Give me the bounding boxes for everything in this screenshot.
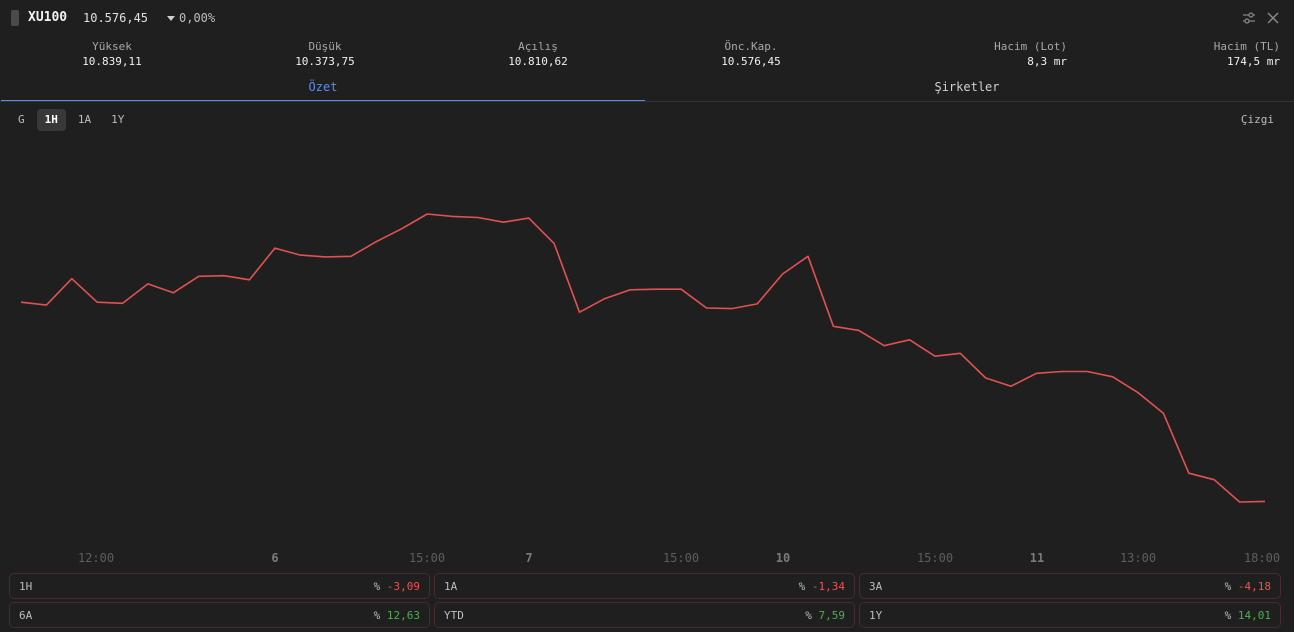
perf-percent-sign: % bbox=[1224, 579, 1232, 593]
price-change: 0,00% bbox=[167, 11, 215, 25]
perf-cell-6m: 6A % 12,63 bbox=[9, 602, 430, 628]
period-month[interactable]: 1A bbox=[77, 113, 92, 126]
perf-cell-1w: 1H % -3,09 bbox=[9, 573, 430, 599]
settings-sliders-icon[interactable] bbox=[1241, 10, 1257, 26]
close-icon[interactable] bbox=[1265, 10, 1281, 26]
stat-volume-lot: Hacim (Lot) 8,3 mr bbox=[957, 40, 1067, 69]
perf-percent-sign: % bbox=[373, 579, 381, 593]
stat-value: 10.810,62 bbox=[508, 55, 568, 68]
period-week[interactable]: 1H bbox=[36, 109, 66, 131]
perf-percent-sign: % bbox=[1224, 608, 1232, 622]
perf-value: -1,34 bbox=[811, 579, 845, 593]
tab-companies[interactable]: Şirketler bbox=[934, 80, 1000, 94]
stat-value: 10.576,45 bbox=[721, 55, 781, 68]
stat-label: Yüksek bbox=[92, 40, 132, 53]
stat-label: Önc.Kap. bbox=[724, 40, 778, 53]
stat-low: Düşük 10.373,75 bbox=[275, 40, 375, 69]
stat-label: Hacim (TL) bbox=[1213, 40, 1280, 53]
period-year[interactable]: 1Y bbox=[111, 113, 125, 126]
price-change-value: 0,00% bbox=[179, 11, 216, 25]
performance-row: 6A % 12,63 YTD % 7,59 1Y % 14,01 bbox=[9, 602, 1285, 628]
perf-percent-sign: % bbox=[373, 608, 381, 622]
perf-value: -3,09 bbox=[386, 579, 420, 593]
stat-value: 10.373,75 bbox=[295, 55, 355, 68]
perf-label: 1A bbox=[444, 579, 458, 593]
last-price: 10.576,45 bbox=[83, 11, 149, 25]
chart-type-toggle[interactable]: Çizgi bbox=[1240, 113, 1274, 126]
drag-handle[interactable] bbox=[11, 10, 19, 26]
perf-label: 6A bbox=[19, 608, 33, 622]
perf-label: 1H bbox=[19, 579, 33, 593]
perf-value: 7,59 bbox=[818, 608, 846, 622]
x-tick-label: 15:00 bbox=[409, 551, 445, 565]
symbol-label: XU100 bbox=[28, 10, 68, 25]
performance-grid: 1H % -3,09 1A % -1,34 3A % -4,18 6A % 12… bbox=[9, 573, 1285, 631]
perf-value: 12,63 bbox=[386, 608, 420, 622]
perf-percent-sign: % bbox=[805, 608, 812, 622]
stat-open: Açılış 10.810,62 bbox=[488, 40, 588, 69]
x-tick-label: 6 bbox=[271, 551, 278, 565]
perf-label: YTD bbox=[444, 608, 464, 622]
perf-label: 3A bbox=[869, 579, 883, 593]
perf-cell-ytd: YTD % 7,59 bbox=[434, 602, 855, 628]
x-tick-label: 11 bbox=[1030, 551, 1044, 565]
caret-down-icon bbox=[167, 15, 175, 21]
stat-high: Yüksek 10.839,11 bbox=[62, 40, 162, 69]
period-day[interactable]: G bbox=[18, 113, 25, 126]
stat-value: 8,3 mr bbox=[1027, 55, 1067, 68]
title-bar: XU100 10.576,45 0,00% bbox=[0, 0, 1294, 36]
perf-label: 1Y bbox=[869, 608, 883, 622]
x-tick-label: 13:00 bbox=[1120, 551, 1156, 565]
x-tick-label: 18:00 bbox=[1244, 551, 1280, 565]
perf-cell-1y: 1Y % 14,01 bbox=[859, 602, 1281, 628]
x-tick-label: 15:00 bbox=[917, 551, 953, 565]
perf-cell-3m: 3A % -4,18 bbox=[859, 573, 1281, 599]
stat-value: 174,5 mr bbox=[1227, 55, 1280, 68]
stats-row: Yüksek 10.839,11 Düşük 10.373,75 Açılış … bbox=[0, 40, 1294, 74]
stat-prev-close: Önc.Kap. 10.576,45 bbox=[701, 40, 801, 69]
stat-volume-tl: Hacim (TL) 174,5 mr bbox=[1170, 40, 1280, 69]
perf-percent-sign: % bbox=[798, 579, 806, 593]
performance-row: 1H % -3,09 1A % -1,34 3A % -4,18 bbox=[9, 573, 1285, 599]
period-selector: G 1H 1A 1Y bbox=[10, 109, 132, 131]
price-series-line bbox=[20, 213, 1266, 503]
stat-label: Hacim (Lot) bbox=[994, 40, 1067, 53]
tab-bar: Özet Şirketler bbox=[0, 78, 1294, 102]
stat-label: Açılış bbox=[518, 40, 558, 53]
perf-cell-1m: 1A % -1,34 bbox=[434, 573, 855, 599]
x-tick-label: 7 bbox=[525, 551, 532, 565]
perf-value: 14,01 bbox=[1237, 608, 1271, 622]
stat-value: 10.839,11 bbox=[82, 55, 142, 68]
stat-label: Düşük bbox=[308, 40, 342, 53]
tab-summary[interactable]: Özet bbox=[1, 78, 645, 101]
x-tick-label: 10 bbox=[776, 551, 790, 565]
x-tick-label: 15:00 bbox=[663, 551, 699, 565]
price-line-chart: 12:00 6 15:00 7 15:00 10 15:00 11 13:00 18:00 bbox=[20, 213, 1280, 565]
x-tick-label: 12:00 bbox=[78, 551, 114, 565]
perf-value: -4,18 bbox=[1237, 579, 1271, 593]
